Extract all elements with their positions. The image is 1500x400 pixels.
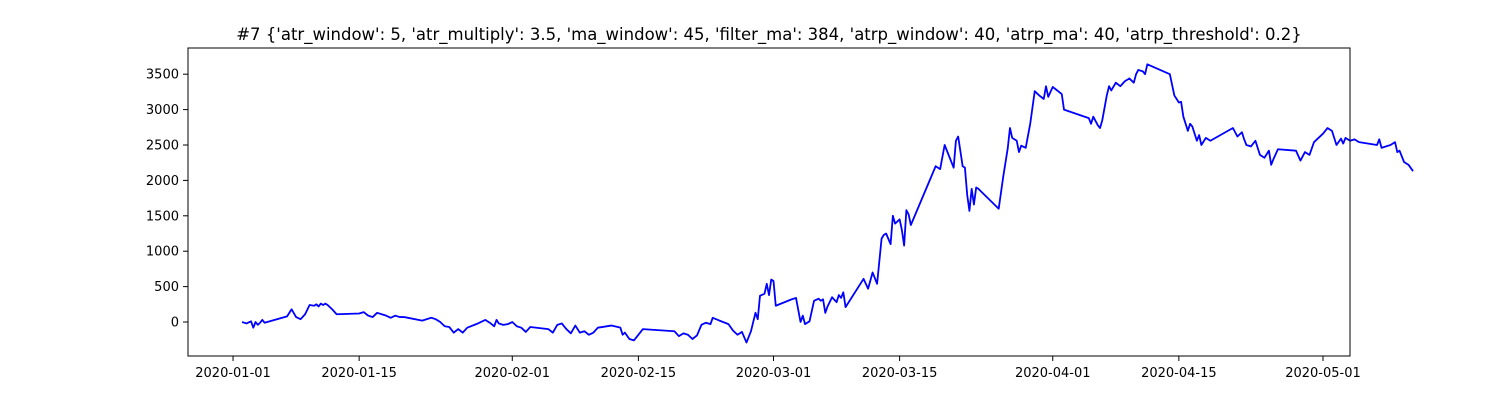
y-tick-label: 1500 xyxy=(146,209,179,224)
y-tick-label: 1000 xyxy=(146,245,179,260)
x-tick-label: 2020-05-01 xyxy=(1285,366,1361,381)
x-tick-label: 2020-03-01 xyxy=(736,366,812,381)
x-tick-label: 2020-04-01 xyxy=(1015,366,1091,381)
x-tick-label: 2020-02-15 xyxy=(601,366,677,381)
y-axis: 0 500 1000 1500 2000 2500 3000 3500 xyxy=(146,68,188,331)
x-tick-label: 2020-01-01 xyxy=(195,366,271,381)
y-tick-label: 2000 xyxy=(146,174,179,189)
x-tick-label: 2020-04-15 xyxy=(1141,366,1217,381)
y-tick-label: 0 xyxy=(171,316,179,331)
y-tick-label: 3000 xyxy=(146,103,179,118)
x-tick-label: 2020-02-01 xyxy=(474,366,550,381)
x-tick-label: 2020-01-15 xyxy=(321,366,397,381)
plot-frame xyxy=(187,47,1351,357)
series-line xyxy=(241,63,1414,344)
y-tick-label: 2500 xyxy=(146,139,179,154)
x-axis: 2020-01-01 2020-01-15 2020-02-01 2020-02-15… xyxy=(195,356,1361,381)
plot-area xyxy=(241,63,1414,344)
chart-title: #7 {'atr_window': 5, 'atr_multiply': 3.5… xyxy=(236,25,1302,45)
x-tick-label: 2020-03-15 xyxy=(862,366,938,381)
y-tick-label: 500 xyxy=(154,280,179,295)
y-tick-label: 3500 xyxy=(146,68,179,83)
